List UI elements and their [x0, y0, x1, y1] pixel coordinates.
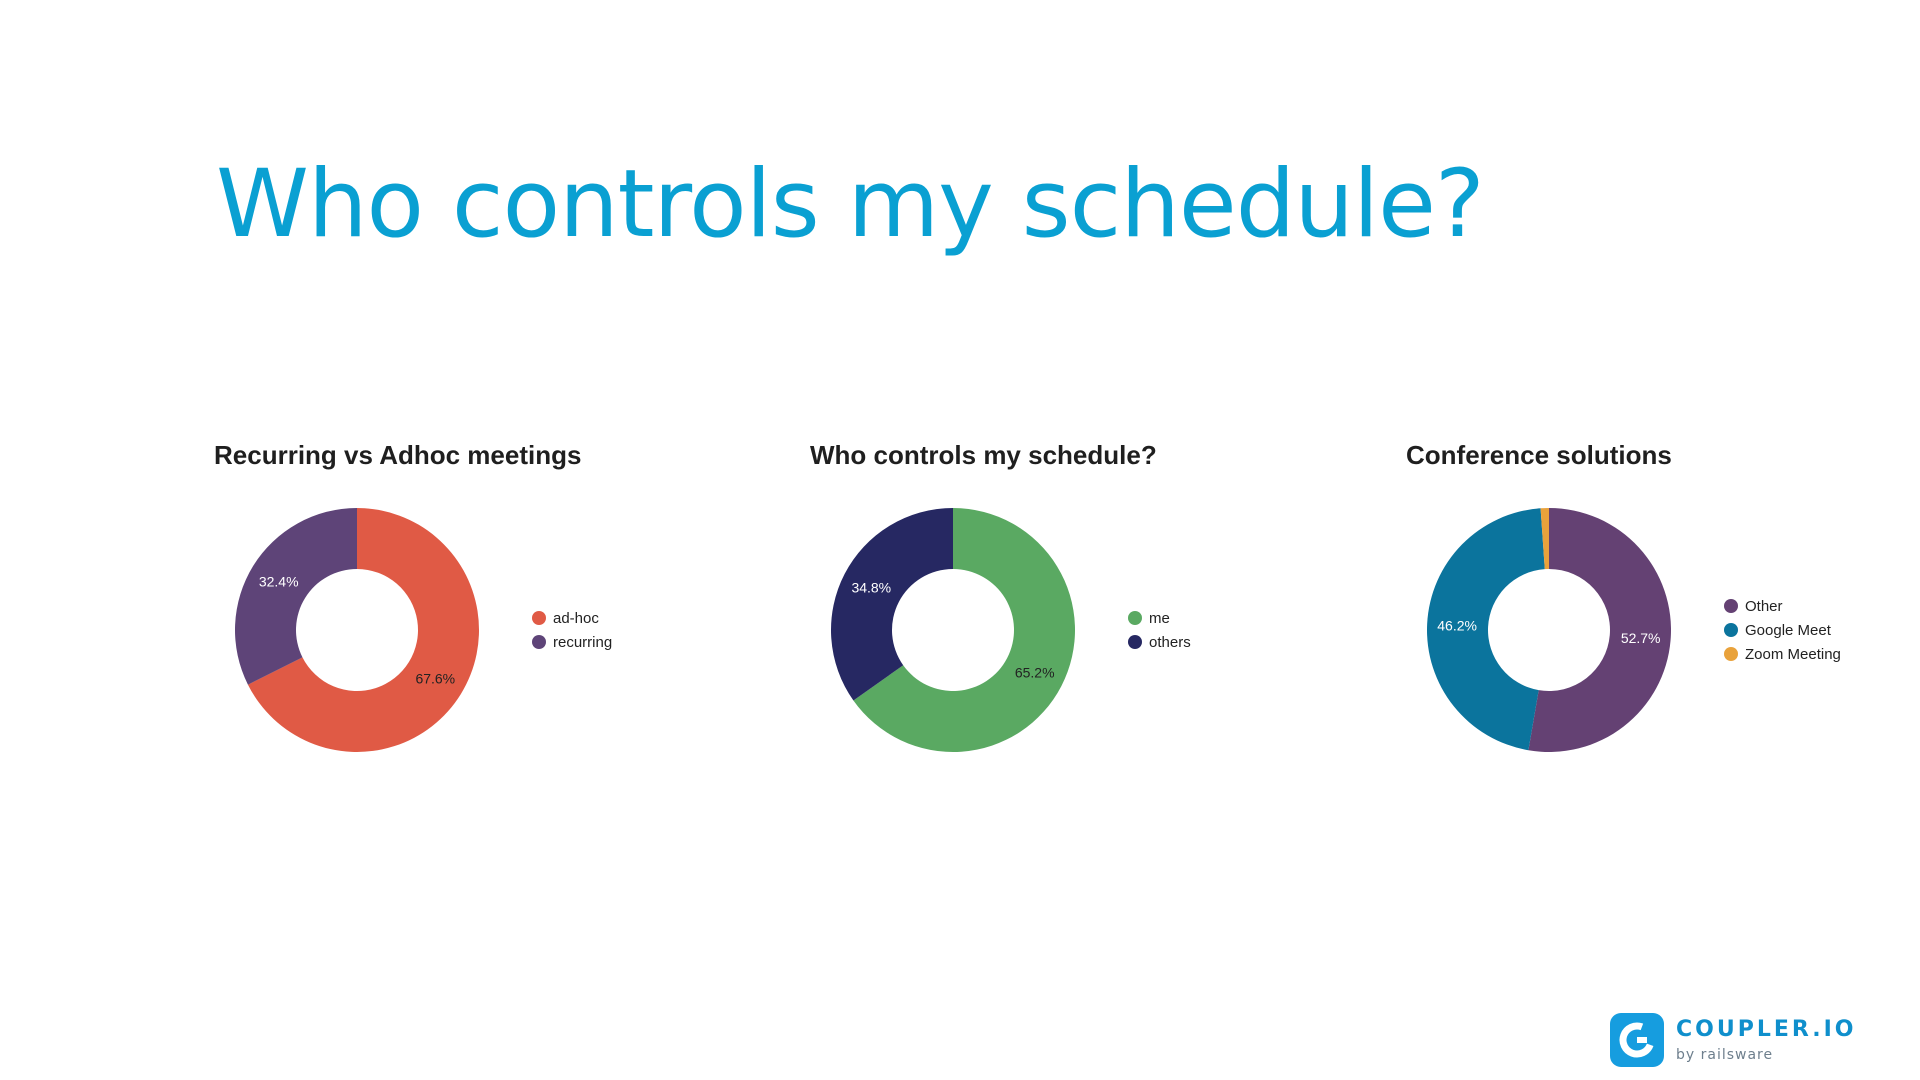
legend-label: Google Meet [1745, 621, 1831, 639]
slice-label-google-meet: 46.2% [1437, 617, 1477, 633]
slice-label-other: 52.7% [1621, 630, 1661, 646]
legend-label: recurring [553, 633, 613, 651]
coupler-logo: COUPLER.IO by railsware [1610, 1013, 1853, 1069]
legend-label: ad-hoc [553, 609, 599, 627]
legend-swatch [1128, 611, 1142, 625]
legend-label: me [1149, 609, 1170, 627]
chart-legend: ad-hoc recurring [532, 606, 752, 654]
legend-swatch [532, 635, 546, 649]
legend-label: others [1149, 633, 1191, 651]
legend-swatch [1128, 635, 1142, 649]
chart-legend: Other Google Meet Zoom Meeting [1724, 594, 1920, 666]
donut-chart-recurring-vs-adhoc: Recurring vs Adhoc meetings 67.6% 32.4% a… [214, 440, 774, 780]
donut-chart-svg: 65.2% 34.8% [831, 508, 1075, 752]
legend-item-me: me [1128, 606, 1348, 630]
chart-legend: me others [1128, 606, 1348, 654]
donut-chart-svg: 52.7% 46.2% [1427, 508, 1672, 752]
chart-title: Who controls my schedule? [810, 440, 1157, 470]
slice-label-ad-hoc: 67.6% [415, 670, 455, 686]
slice-ad-hoc [247, 508, 479, 752]
chart-title: Recurring vs Adhoc meetings [214, 440, 582, 470]
legend-label: Zoom Meeting [1745, 645, 1841, 663]
slice-other [1528, 508, 1672, 752]
coupler-logo-icon [1610, 1013, 1664, 1067]
legend-item-zoom-meeting: Zoom Meeting [1724, 642, 1920, 666]
legend-item-others: others [1128, 630, 1348, 654]
slide-title: Who controls my schedule? [216, 150, 1485, 259]
donut-chart-svg: 67.6% 32.4% [235, 508, 479, 752]
slice-google-meet [1427, 508, 1545, 751]
chart-title: Conference solutions [1406, 440, 1672, 470]
legend-label: Other [1745, 597, 1783, 615]
slice-label-others: 34.8% [851, 580, 891, 596]
slice-label-me: 65.2% [1015, 664, 1055, 680]
slice-recurring [235, 508, 357, 685]
legend-swatch [1724, 647, 1738, 661]
logo-subtitle: by railsware [1676, 1047, 1774, 1063]
slice-label-recurring: 32.4% [259, 574, 299, 590]
donut-chart-conference-solutions: Conference solutions 52.7% 46.2% Other Goo… [1406, 440, 1920, 780]
legend-item-other: Other [1724, 594, 1920, 618]
legend-item-google-meet: Google Meet [1724, 618, 1920, 642]
donut-chart-schedule-control: Who controls my schedule? 65.2% 34.8% me o… [810, 440, 1370, 780]
legend-item-recurring: recurring [532, 630, 752, 654]
slice-others [831, 508, 953, 701]
legend-swatch [1724, 599, 1738, 613]
legend-swatch [1724, 623, 1738, 637]
legend-swatch [532, 611, 546, 625]
logo-name: COUPLER.IO [1676, 1017, 1857, 1042]
slice-me [853, 508, 1075, 752]
legend-item-ad-hoc: ad-hoc [532, 606, 752, 630]
slice-zoom-meeting [1540, 508, 1549, 570]
